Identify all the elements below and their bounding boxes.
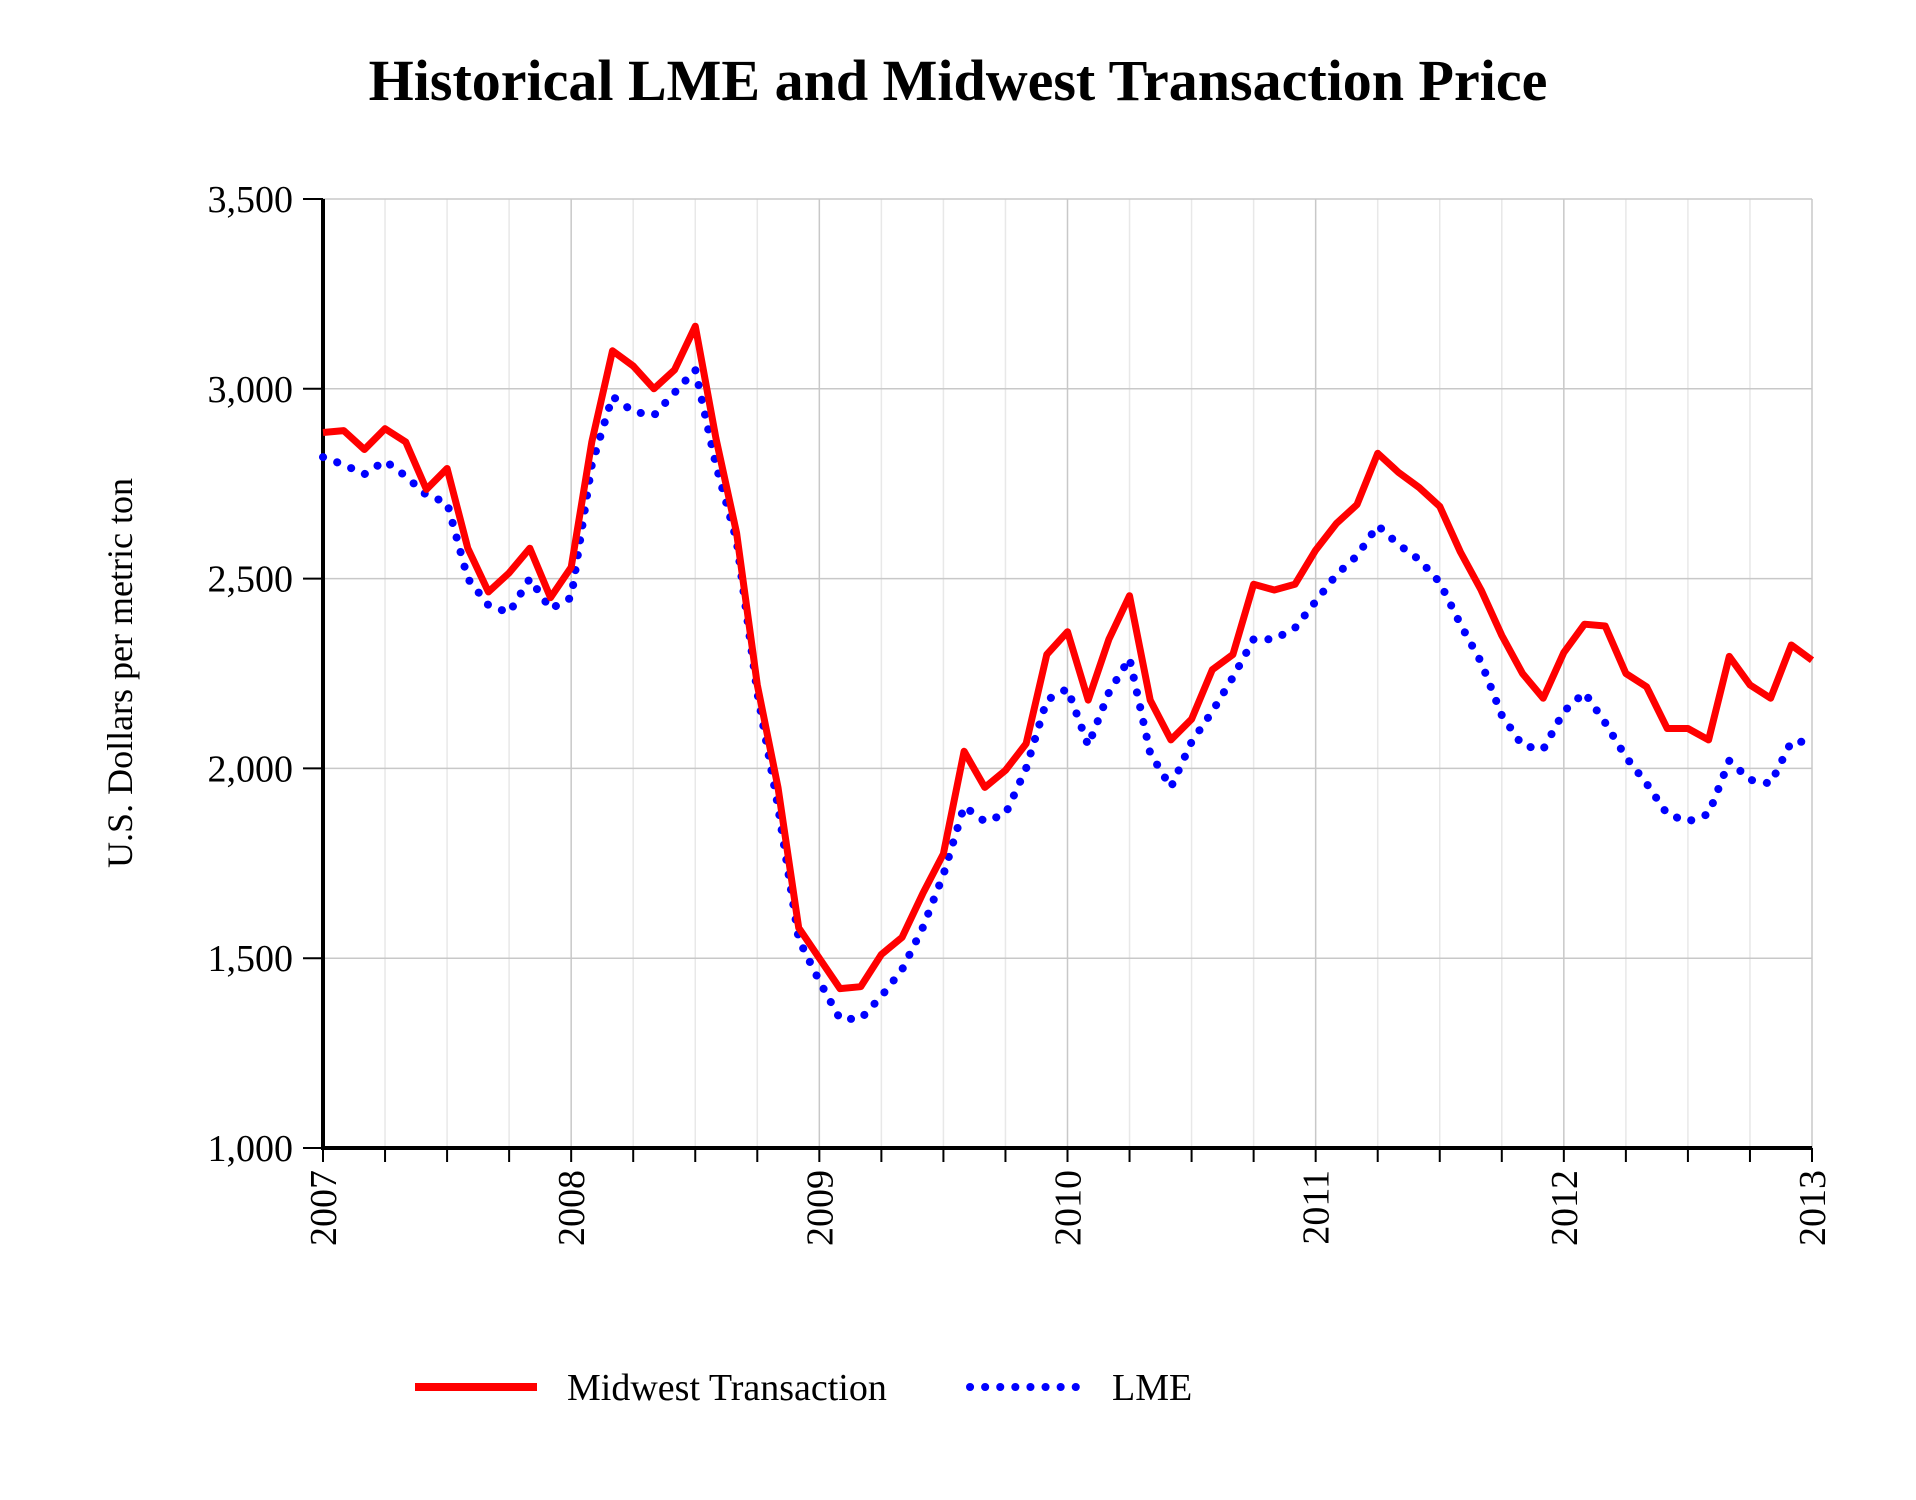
x-tick-label: 2012 (1544, 1170, 1586, 1246)
series-layer (319, 322, 1816, 1023)
legend-label-midwest: Midwest Transaction (567, 1367, 887, 1409)
y-tick-label: 1,500 (208, 938, 294, 980)
x-tick-label: 2008 (551, 1170, 593, 1246)
x-tick-label: 2007 (303, 1170, 345, 1246)
series-line-lme (319, 365, 1816, 1023)
x-tick-label: 2010 (1048, 1170, 1090, 1246)
series-line-midwest (322, 322, 1815, 993)
legend-label-lme: LME (1112, 1367, 1192, 1409)
chart-title: Historical LME and Midwest Transaction P… (369, 48, 1548, 113)
y-axis-label: U.S. Dollars per metric ton (100, 478, 140, 868)
y-tick-label: 3,500 (208, 179, 294, 221)
y-tick-label: 1,000 (208, 1128, 294, 1170)
grid (323, 198, 1813, 1148)
legend: Midwest Transaction LME (415, 1367, 1192, 1409)
y-tick-label: 2,500 (208, 559, 294, 601)
y-tick-label: 3,000 (208, 369, 294, 411)
y-tick-label: 2,000 (208, 748, 294, 790)
axes: 1,000 1,500 2,000 2,500 3,000 3,500 2007 2008 20… (208, 179, 1835, 1246)
x-tick-label: 2009 (799, 1170, 841, 1246)
x-tick-label: 2013 (1792, 1170, 1834, 1246)
x-tick-label: 2011 (1296, 1170, 1338, 1245)
